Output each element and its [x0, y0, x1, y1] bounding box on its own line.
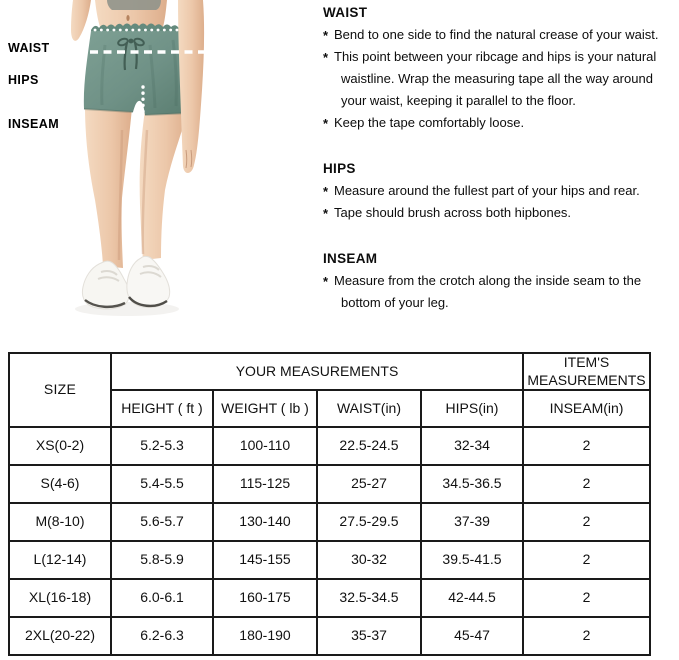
waist-cell: 30-32: [316, 540, 422, 580]
bullet-marker: *: [323, 50, 329, 65]
weight-cell: 145-155: [212, 540, 318, 580]
instruction-line: * Measure around the fullest part of your…: [323, 180, 679, 202]
table-group-header-items-measurements: ITEM'S MEASUREMENTS: [522, 352, 652, 391]
inseam-cell: 2: [522, 464, 652, 504]
table-column-header-weight: WEIGHT ( lb ): [212, 389, 318, 428]
waist-cell: 35-37: [316, 616, 422, 656]
height-cell: 6.2-6.3: [110, 616, 214, 656]
table-column-header-hips: HIPS(in): [419, 389, 525, 428]
inseam-cell: 2: [522, 578, 652, 618]
hips-cell: 39.5-41.5: [419, 540, 525, 580]
table-row-l: L(12-14) 5.8-5.9 145-155 30-32 39.5-41.5…: [8, 540, 652, 580]
instruction-line: * Tape should brush across both hipbones.: [323, 202, 679, 224]
top-hem-graphic: [107, 0, 161, 10]
bullet-marker: *: [323, 28, 329, 43]
right-arm-graphic: [178, 0, 205, 174]
inseam-cell: 2: [522, 540, 652, 580]
model-photo-illustration: [71, 0, 215, 316]
measuring-instructions: WAIST * Bend to one side to find the natu…: [323, 2, 679, 314]
instruction-line: your waist, keeping it parallel to the f…: [341, 93, 576, 108]
instruction-heading-inseam: INSEAM: [323, 251, 378, 266]
height-cell: 5.8-5.9: [110, 540, 214, 580]
waist-cell: 32.5-34.5: [316, 578, 422, 618]
bullet-marker: *: [323, 116, 329, 131]
instruction-section-waist: WAIST * Bend to one side to find the natu…: [323, 2, 679, 134]
left-sneaker-graphic: [81, 260, 130, 310]
table-column-header-height: HEIGHT ( ft ): [110, 389, 214, 428]
instruction-line: bottom of your leg.: [341, 295, 449, 310]
navel-graphic: [126, 15, 130, 21]
size-chart-table: SIZE YOUR MEASUREMENTS ITEM'S MEASUREMEN…: [8, 352, 652, 656]
legs-graphic: [85, 105, 188, 268]
table-column-header-inseam: INSEAM(in): [522, 389, 652, 428]
size-cell: 2XL(20-22): [8, 616, 112, 656]
weight-cell: 130-140: [212, 502, 318, 542]
size-cell: XS(0-2): [8, 426, 112, 466]
waist-cell: 22.5-24.5: [316, 426, 422, 466]
inseam-cell: 2: [522, 616, 652, 656]
instruction-line: * Bend to one side to find the natural cr…: [323, 24, 679, 46]
table-column-header-waist: WAIST(in): [316, 389, 422, 428]
table-row-m: M(8-10) 5.6-5.7 130-140 27.5-29.5 37-39 …: [8, 502, 652, 542]
size-cell: XL(16-18): [8, 578, 112, 618]
left-arm-graphic: [71, 0, 91, 41]
hips-cell: 42-44.5: [419, 578, 525, 618]
instruction-section-hips: HIPS * Measure around the fullest part of…: [323, 158, 679, 224]
diagram-label-inseam: INSEAM: [8, 117, 60, 131]
height-cell: 5.6-5.7: [110, 502, 214, 542]
table-row-2xl: 2XL(20-22) 6.2-6.3 180-190 35-37 45-47 2: [8, 616, 652, 656]
hips-cell: 32-34: [419, 426, 525, 466]
height-cell: 6.0-6.1: [110, 578, 214, 618]
instruction-line: * Measure from the crotch along the insid…: [323, 270, 679, 292]
instruction-line: * This point between your ribcage and hip…: [323, 46, 679, 68]
size-cell: M(8-10): [8, 502, 112, 542]
instruction-line: waistline. Wrap the measuring tape all t…: [341, 71, 653, 86]
table-row-s: S(4-6) 5.4-5.5 115-125 25-27 34.5-36.5 2: [8, 464, 652, 504]
waist-cell: 25-27: [316, 464, 422, 504]
inseam-cell: 2: [522, 426, 652, 466]
diagram-label-waist: WAIST: [8, 41, 50, 55]
drawstring-graphic: [117, 37, 145, 71]
weight-cell: 180-190: [212, 616, 318, 656]
size-cell: S(4-6): [8, 464, 112, 504]
waist-cell: 27.5-29.5: [316, 502, 422, 542]
shorts-graphic: [83, 23, 191, 116]
instruction-line: * Keep the tape comfortably loose.: [323, 112, 679, 134]
instruction-heading-waist: WAIST: [323, 5, 368, 20]
table-row-xl: XL(16-18) 6.0-6.1 160-175 32.5-34.5 42-4…: [8, 578, 652, 618]
instruction-section-inseam: INSEAM * Measure from the crotch along th…: [323, 248, 679, 314]
torso-graphic: [71, 0, 167, 41]
inseam-cell: 2: [522, 502, 652, 542]
sneakers-graphic: [75, 255, 179, 316]
weight-cell: 100-110: [212, 426, 318, 466]
bullet-marker: *: [323, 274, 329, 289]
bullet-marker: *: [323, 206, 329, 221]
bullet-marker: *: [323, 184, 329, 199]
hips-cell: 37-39: [419, 502, 525, 542]
size-cell: L(12-14): [8, 540, 112, 580]
diagram-label-hips: HIPS: [8, 73, 39, 87]
instruction-heading-hips: HIPS: [323, 161, 356, 176]
weight-cell: 160-175: [212, 578, 318, 618]
table-corner-header: SIZE: [8, 352, 112, 428]
hips-cell: 34.5-36.5: [419, 464, 525, 504]
table-row-xs: XS(0-2) 5.2-5.3 100-110 22.5-24.5 32-34 …: [8, 426, 652, 466]
model-photo: [55, 0, 320, 332]
weight-cell: 115-125: [212, 464, 318, 504]
right-sneaker-graphic: [126, 255, 171, 308]
table-group-header-your-measurements: YOUR MEASUREMENTS: [109, 352, 525, 391]
height-cell: 5.4-5.5: [110, 464, 214, 504]
hips-cell: 45-47: [419, 616, 525, 656]
height-cell: 5.2-5.3: [110, 426, 214, 466]
